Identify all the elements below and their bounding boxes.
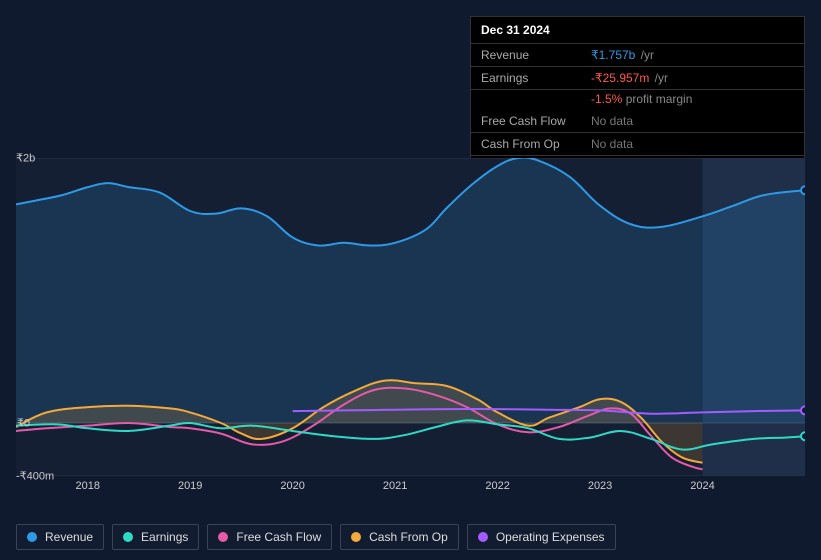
legend-swatch: [218, 532, 228, 542]
tooltip-row: Earnings-₹25.957m /yr: [471, 67, 804, 90]
legend-swatch: [351, 532, 361, 542]
x-axis-label: 2021: [383, 480, 407, 492]
legend-item-cash-from-op[interactable]: Cash From Op: [340, 524, 459, 550]
legend-item-free-cash-flow[interactable]: Free Cash Flow: [207, 524, 332, 550]
marker-opex: [801, 406, 805, 414]
chart-legend: Revenue Earnings Free Cash Flow Cash From O…: [16, 524, 616, 550]
y-axis-label: ₹0: [16, 417, 30, 430]
financials-chart[interactable]: ₹2b₹0-₹400m 2018201920202021202220232024: [16, 158, 805, 518]
tooltip-row-value: No data: [591, 137, 794, 151]
x-axis-label: 2023: [588, 480, 612, 492]
x-axis-label: 2022: [485, 480, 509, 492]
chart-tooltip: Dec 31 2024 Revenue₹1.757b /yrEarnings-₹…: [470, 16, 805, 179]
y-axis-label: ₹2b: [16, 152, 30, 165]
tooltip-row: Revenue₹1.757b /yr: [471, 44, 804, 67]
tooltip-row-label: Revenue: [481, 48, 591, 62]
tooltip-row-value: ₹1.757b /yr: [591, 48, 794, 62]
tooltip-row-label: Cash From Op: [481, 137, 591, 151]
marker-revenue: [801, 186, 805, 194]
legend-label: Operating Expenses: [496, 530, 605, 544]
x-axis-label: 2019: [178, 480, 202, 492]
legend-swatch: [123, 532, 133, 542]
tooltip-row-value: -₹25.957m /yr: [591, 71, 794, 85]
legend-label: Free Cash Flow: [236, 530, 321, 544]
tooltip-row: Cash From OpNo data: [471, 133, 804, 156]
x-axis-label: 2018: [75, 480, 99, 492]
tooltip-row-label: Earnings: [481, 71, 591, 85]
legend-item-revenue[interactable]: Revenue: [16, 524, 104, 550]
marker-earnings: [801, 432, 805, 440]
chart-svg: [16, 158, 805, 476]
y-axis-label: -₹400m: [16, 470, 30, 483]
legend-item-earnings[interactable]: Earnings: [112, 524, 199, 550]
legend-swatch: [478, 532, 488, 542]
legend-item-operating-expenses[interactable]: Operating Expenses: [467, 524, 616, 550]
tooltip-row: Free Cash FlowNo data: [471, 110, 804, 133]
tooltip-date: Dec 31 2024: [471, 17, 804, 44]
tooltip-row-label: Free Cash Flow: [481, 114, 591, 128]
legend-label: Revenue: [45, 530, 93, 544]
legend-swatch: [27, 532, 37, 542]
tooltip-row-value: No data: [591, 114, 794, 128]
legend-label: Cash From Op: [369, 530, 448, 544]
x-axis-label: 2024: [690, 480, 714, 492]
tooltip-subrow: -1.5% profit margin: [471, 90, 804, 110]
legend-label: Earnings: [141, 530, 188, 544]
x-axis-label: 2020: [280, 480, 304, 492]
